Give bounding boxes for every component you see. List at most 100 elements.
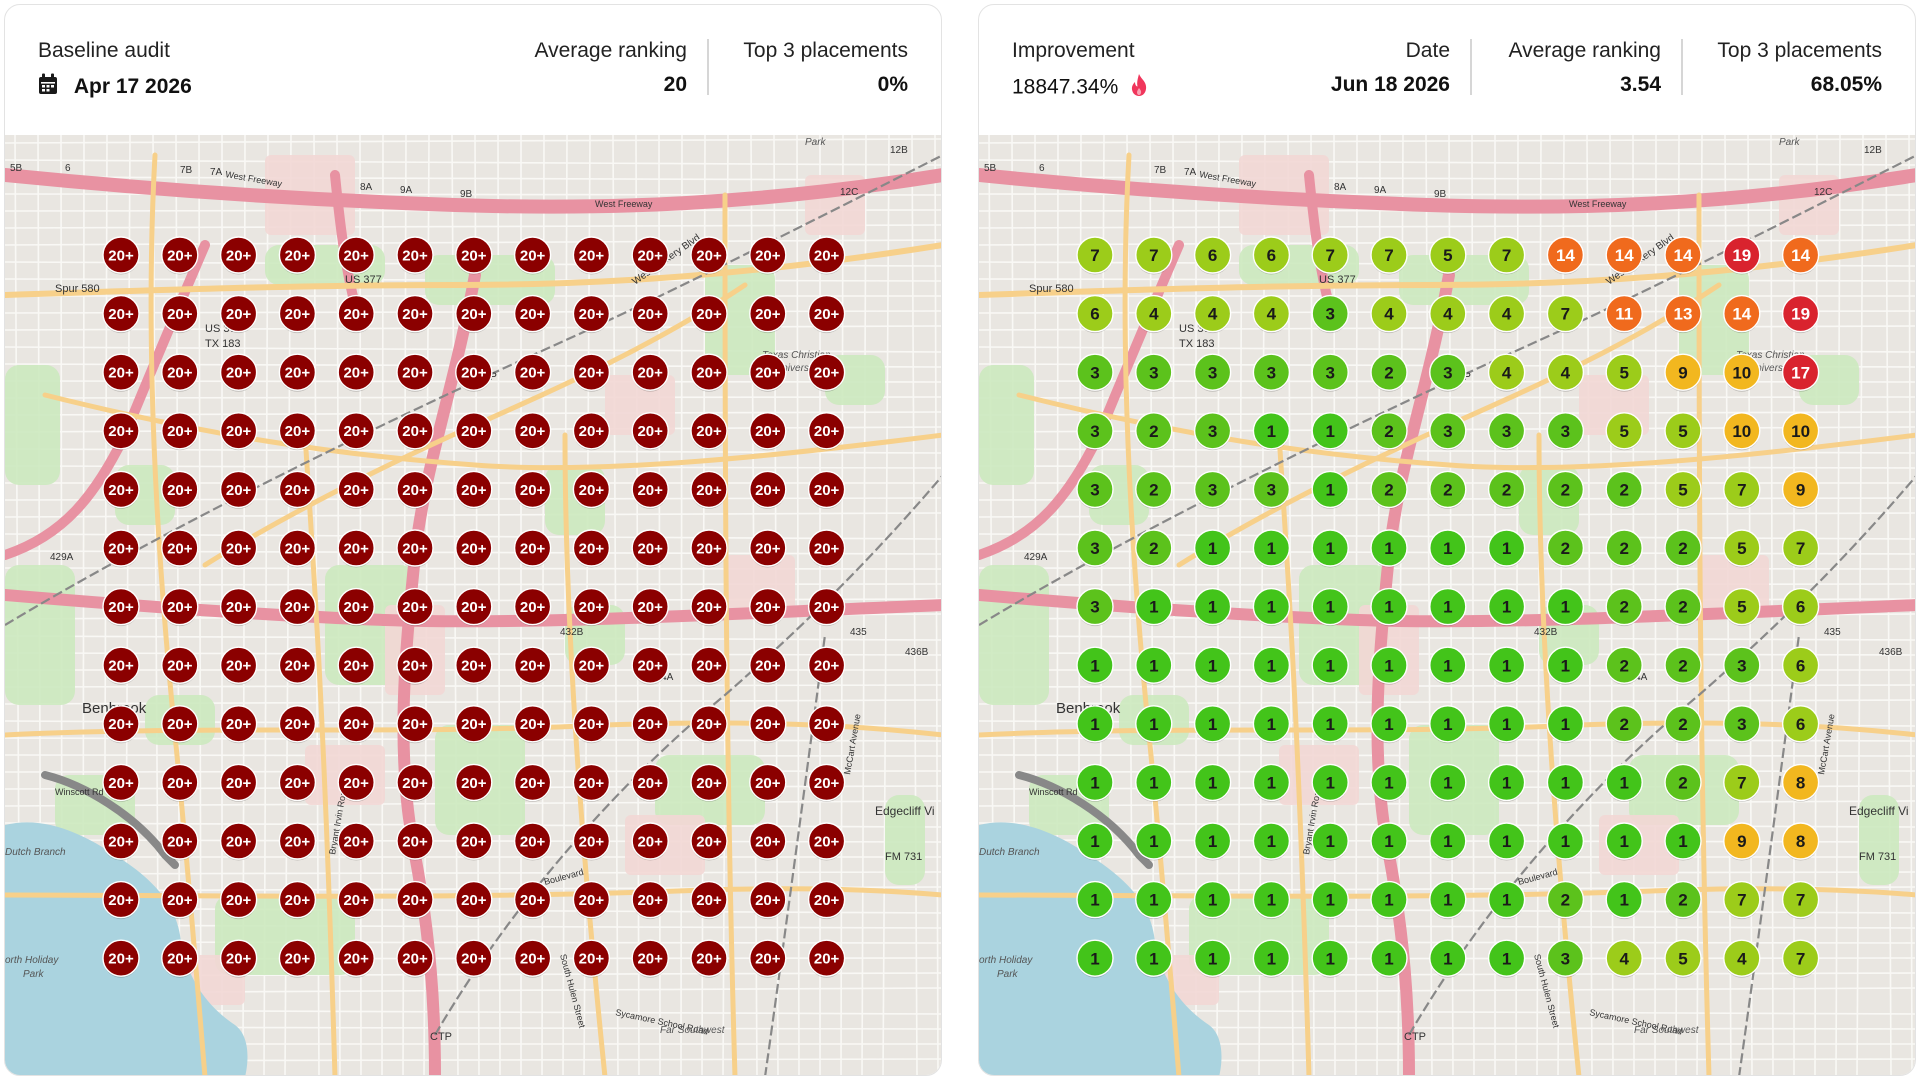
ranking-marker[interactable]: 1 (1311, 763, 1349, 802)
ranking-marker[interactable]: 20+ (396, 939, 434, 978)
ranking-marker[interactable]: 1 (1370, 880, 1408, 920)
ranking-marker[interactable]: 1 (1370, 587, 1408, 627)
ranking-marker[interactable]: 1 (1546, 646, 1585, 685)
ranking-marker[interactable]: 20+ (278, 822, 317, 861)
ranking-marker[interactable]: 20+ (161, 294, 199, 334)
ranking-marker[interactable]: 20+ (631, 470, 669, 509)
ranking-marker[interactable]: 1 (1429, 587, 1467, 627)
ranking-marker[interactable]: 1 (1252, 705, 1291, 744)
ranking-marker[interactable]: 1 (1370, 529, 1408, 568)
ranking-marker[interactable]: 2 (1664, 529, 1702, 568)
ranking-marker[interactable]: 20+ (807, 412, 846, 451)
ranking-marker[interactable]: 20+ (572, 822, 611, 861)
ranking-marker[interactable]: 20+ (690, 587, 728, 627)
ranking-marker[interactable]: 20+ (455, 822, 493, 861)
ranking-marker[interactable]: 20+ (631, 705, 669, 744)
ranking-marker[interactable]: 20+ (690, 939, 728, 978)
ranking-marker[interactable]: 4 (1487, 294, 1526, 334)
ranking-marker[interactable]: 20+ (337, 529, 375, 568)
ranking-marker[interactable]: 20+ (749, 470, 787, 509)
ranking-marker[interactable]: 1 (1311, 705, 1349, 744)
ranking-marker[interactable]: 20+ (102, 236, 140, 275)
ranking-marker[interactable]: 3 (1252, 353, 1291, 392)
ranking-marker[interactable]: 5 (1664, 939, 1702, 978)
ranking-marker[interactable]: 3 (1487, 412, 1526, 451)
ranking-marker[interactable]: 3 (1193, 470, 1232, 509)
ranking-marker[interactable]: 20+ (690, 236, 728, 275)
ranking-marker[interactable]: 20+ (455, 880, 493, 920)
ranking-marker[interactable]: 20+ (396, 646, 434, 685)
ranking-marker[interactable]: 4 (1546, 353, 1585, 392)
ranking-marker[interactable]: 20+ (161, 529, 199, 568)
ranking-marker[interactable]: 1 (1429, 822, 1467, 861)
ranking-marker[interactable]: 20+ (102, 412, 140, 451)
ranking-marker[interactable]: 20+ (278, 294, 317, 334)
ranking-marker[interactable]: 20+ (807, 236, 846, 275)
ranking-marker[interactable]: 20+ (396, 705, 434, 744)
ranking-marker[interactable]: 20+ (219, 470, 258, 509)
ranking-marker[interactable]: 14 (1605, 236, 1643, 275)
ranking-marker[interactable]: 20+ (690, 763, 728, 802)
ranking-marker[interactable]: 19 (1781, 294, 1820, 334)
ranking-marker[interactable]: 14 (1664, 236, 1702, 275)
ranking-marker[interactable]: 14 (1723, 294, 1761, 334)
ranking-marker[interactable]: 20+ (572, 353, 611, 392)
ranking-marker[interactable]: 20+ (161, 939, 199, 978)
ranking-marker[interactable]: 20+ (102, 294, 140, 334)
ranking-marker[interactable]: 1 (1429, 646, 1467, 685)
ranking-marker[interactable]: 3 (1193, 412, 1232, 451)
ranking-marker[interactable]: 1 (1252, 412, 1291, 451)
ranking-marker[interactable]: 11 (1605, 294, 1643, 334)
ranking-marker[interactable]: 20+ (690, 822, 728, 861)
ranking-marker[interactable]: 1 (1487, 705, 1526, 744)
ranking-marker[interactable]: 2 (1135, 412, 1173, 451)
ranking-marker[interactable]: 20+ (572, 294, 611, 334)
ranking-marker[interactable]: 20+ (513, 587, 552, 627)
ranking-marker[interactable]: 20+ (749, 236, 787, 275)
ranking-marker[interactable]: 20+ (749, 939, 787, 978)
ranking-marker[interactable]: 1 (1370, 763, 1408, 802)
ranking-marker[interactable]: 17 (1781, 353, 1820, 392)
ranking-marker[interactable]: 20+ (690, 705, 728, 744)
ranking-marker[interactable]: 20+ (102, 880, 140, 920)
ranking-marker[interactable]: 20+ (749, 763, 787, 802)
ranking-marker[interactable]: 20+ (161, 470, 199, 509)
ranking-marker[interactable]: 20+ (278, 880, 317, 920)
ranking-marker[interactable]: 1 (1135, 705, 1173, 744)
ranking-marker[interactable]: 20+ (572, 646, 611, 685)
ranking-marker[interactable]: 20+ (631, 646, 669, 685)
ranking-marker[interactable]: 2 (1135, 529, 1173, 568)
ranking-marker[interactable]: 5 (1723, 587, 1761, 627)
ranking-marker[interactable]: 20+ (278, 763, 317, 802)
ranking-marker[interactable]: 20+ (102, 529, 140, 568)
ranking-marker[interactable]: 3 (1311, 294, 1349, 334)
ranking-marker[interactable]: 1 (1370, 822, 1408, 861)
ranking-marker[interactable]: 2 (1664, 763, 1702, 802)
ranking-marker[interactable]: 5 (1664, 412, 1702, 451)
ranking-marker[interactable]: 20+ (219, 705, 258, 744)
ranking-marker[interactable]: 20+ (102, 939, 140, 978)
ranking-marker[interactable]: 1 (1370, 939, 1408, 978)
ranking-marker[interactable]: 1 (1193, 587, 1232, 627)
ranking-marker[interactable]: 20+ (102, 646, 140, 685)
ranking-marker[interactable]: 2 (1370, 412, 1408, 451)
ranking-marker[interactable]: 9 (1723, 822, 1761, 861)
ranking-marker[interactable]: 5 (1664, 470, 1702, 509)
ranking-marker[interactable]: 1 (1487, 646, 1526, 685)
ranking-marker[interactable]: 1 (1135, 939, 1173, 978)
ranking-marker[interactable]: 1 (1311, 822, 1349, 861)
ranking-marker[interactable]: 7 (1723, 763, 1761, 802)
ranking-marker[interactable]: 20+ (337, 236, 375, 275)
ranking-marker[interactable]: 20+ (749, 529, 787, 568)
ranking-marker[interactable]: 20+ (278, 236, 317, 275)
ranking-marker[interactable]: 2 (1546, 880, 1585, 920)
ranking-marker[interactable]: 7 (1311, 236, 1349, 275)
ranking-marker[interactable]: 1 (1311, 939, 1349, 978)
ranking-marker[interactable]: 19 (1723, 236, 1761, 275)
ranking-marker[interactable]: 20+ (278, 529, 317, 568)
ranking-marker[interactable]: 20+ (278, 353, 317, 392)
ranking-marker[interactable]: 20+ (396, 880, 434, 920)
ranking-marker[interactable]: 1 (1546, 763, 1585, 802)
ranking-marker[interactable]: 20+ (572, 880, 611, 920)
